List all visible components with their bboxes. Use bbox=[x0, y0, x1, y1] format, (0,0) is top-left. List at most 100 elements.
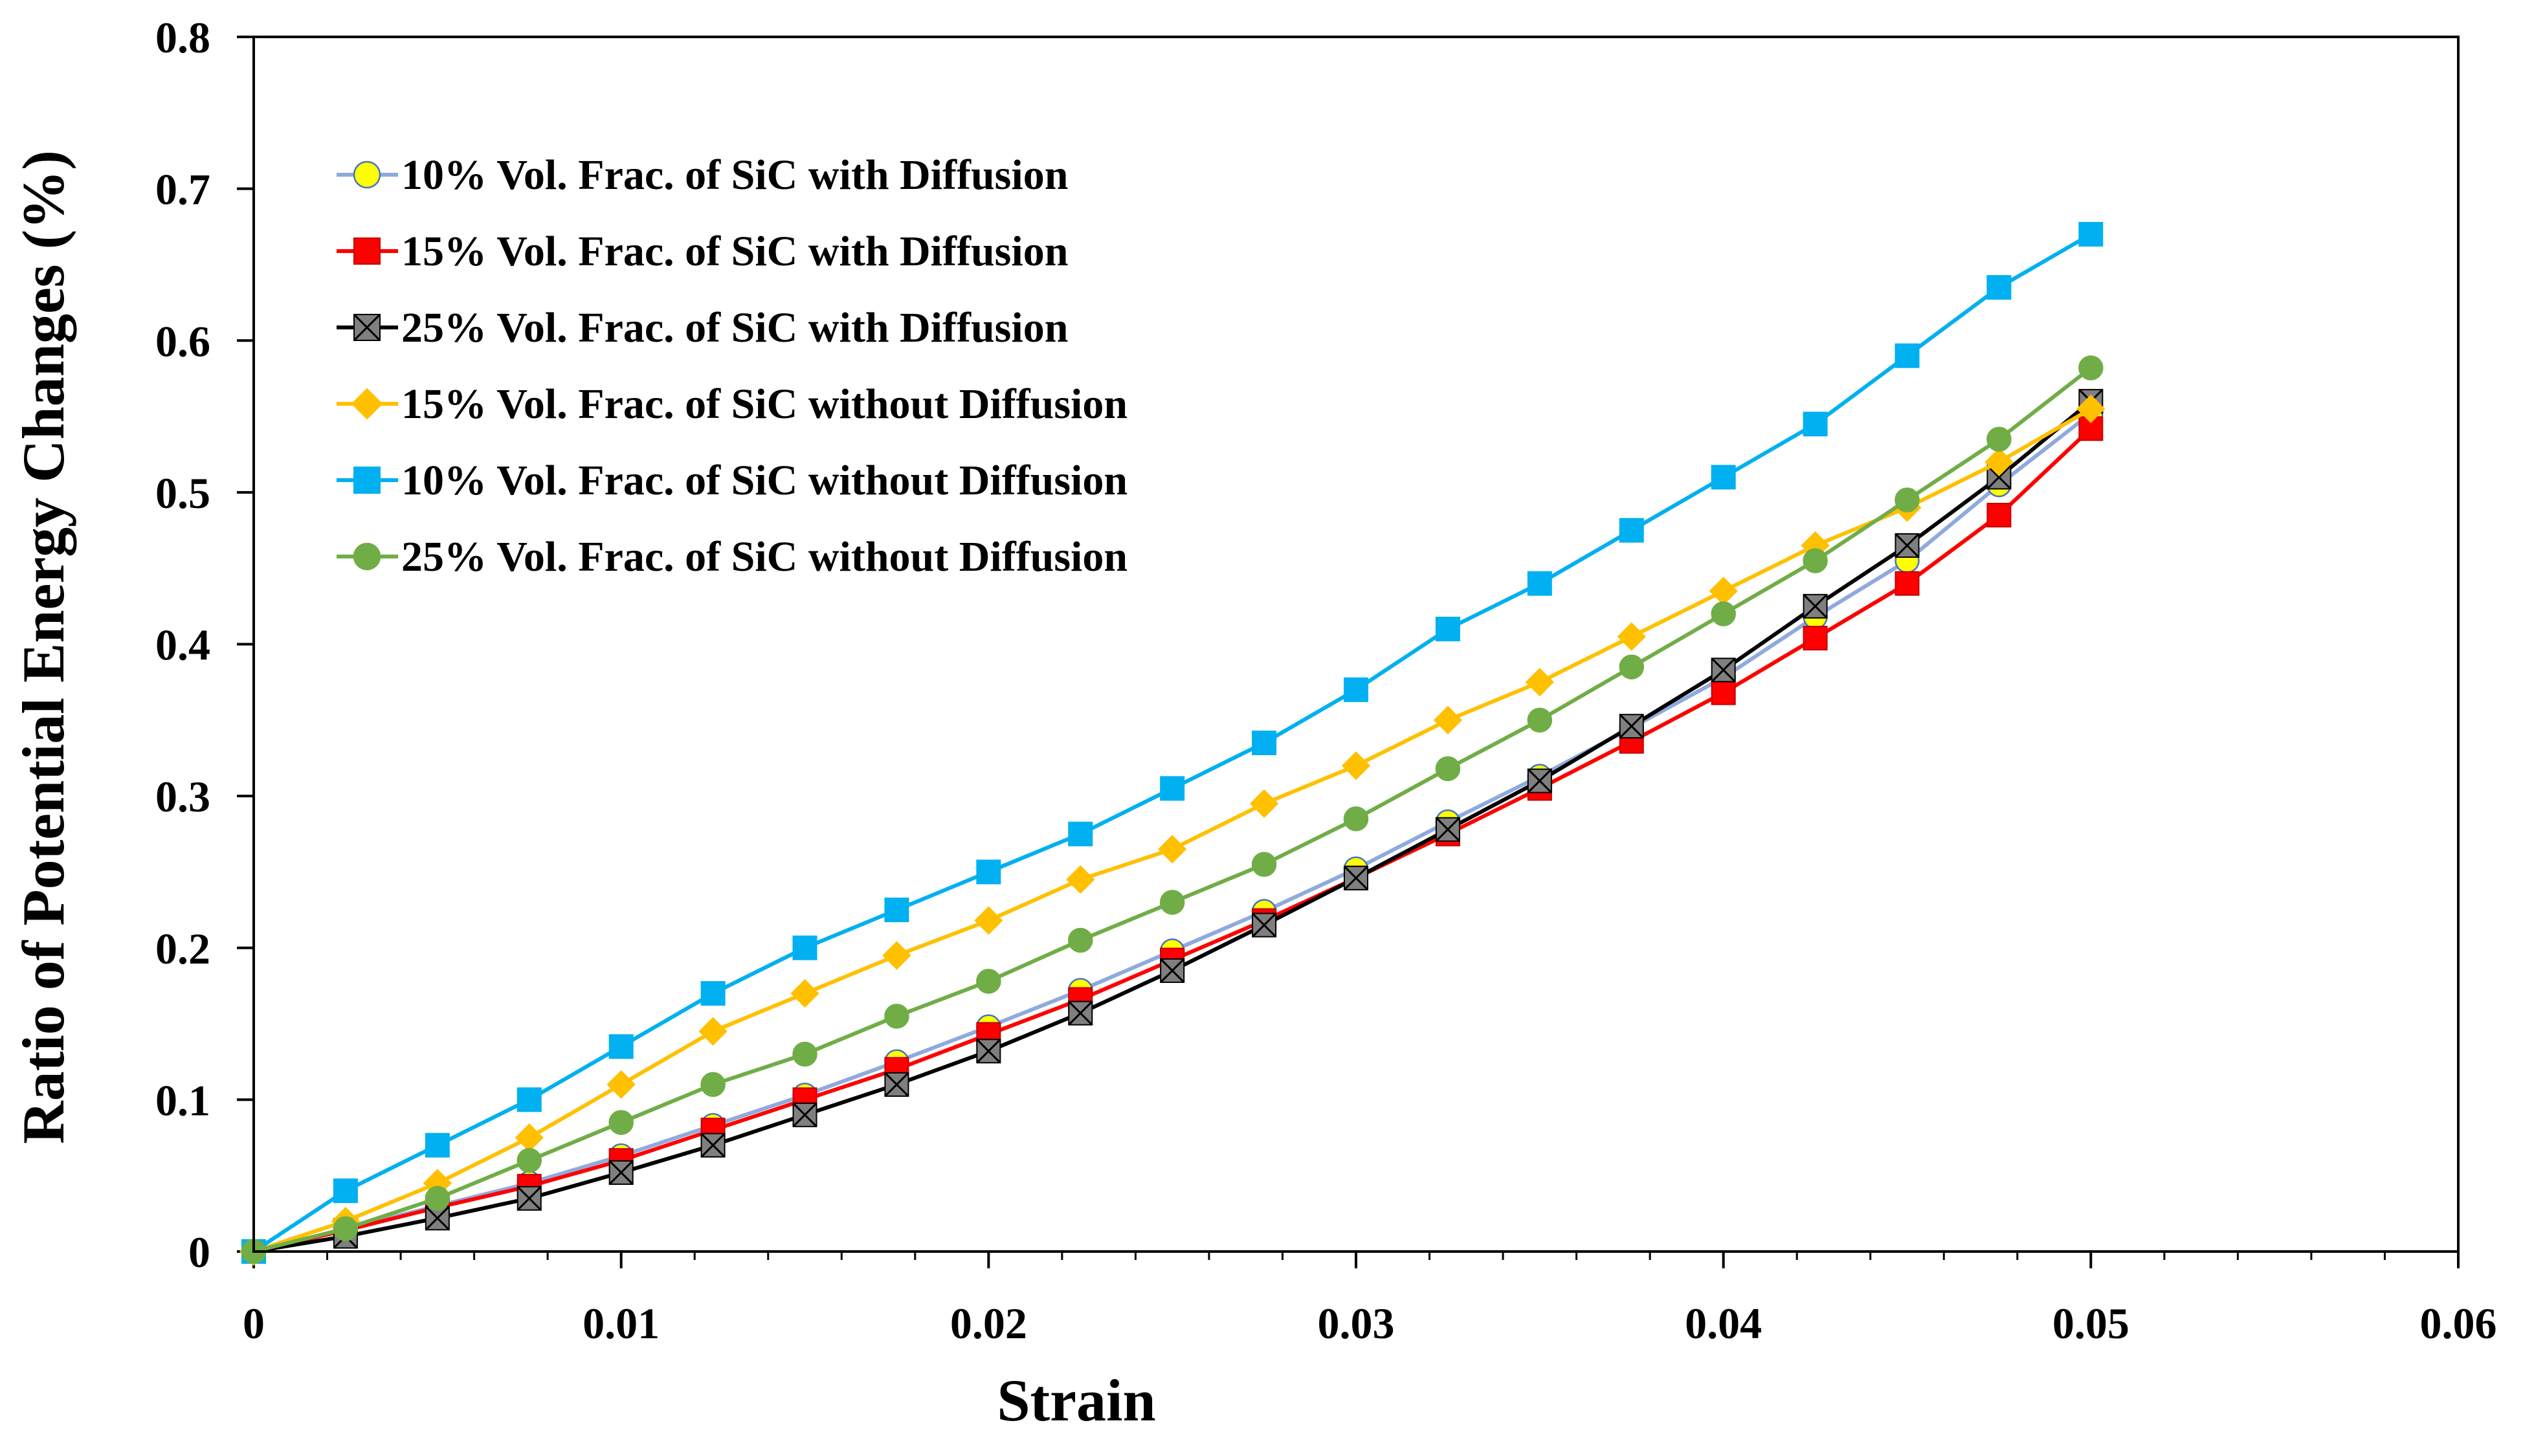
x-tick-label: 0.02 bbox=[950, 1299, 1027, 1348]
data-point bbox=[790, 979, 819, 1008]
legend-item: 15% Vol. Frac. of SiC without Diffusion bbox=[337, 381, 1128, 428]
data-point bbox=[515, 1123, 544, 1153]
legend-label: 25% Vol. Frac. of SiC without Diffusion bbox=[401, 533, 1128, 580]
data-point bbox=[2076, 394, 2106, 423]
x-axis-title: Strain bbox=[997, 1367, 1155, 1433]
legend-label: 10% Vol. Frac. of SiC without Diffusion bbox=[401, 457, 1128, 504]
data-point bbox=[1251, 852, 1277, 877]
data-point bbox=[974, 906, 1003, 935]
data-point bbox=[1617, 622, 1646, 651]
y-tick-label: 0.3 bbox=[155, 772, 210, 821]
data-point bbox=[1343, 865, 1369, 890]
x-tick-label: 0.04 bbox=[1685, 1299, 1762, 1348]
data-point bbox=[1711, 465, 1736, 490]
data-point bbox=[1068, 1000, 1093, 1026]
x-tick-label: 0.03 bbox=[1318, 1299, 1395, 1348]
y-tick-label: 0.4 bbox=[155, 621, 210, 670]
data-point bbox=[1160, 958, 1185, 984]
data-point bbox=[608, 1110, 634, 1135]
data-point bbox=[700, 981, 726, 1006]
legend-label: 15% Vol. Frac. of SiC with Diffusion bbox=[401, 228, 1068, 275]
legend-item: 10% Vol. Frac. of SiC with Diffusion bbox=[337, 151, 1068, 199]
x-tick-label: 0.06 bbox=[2420, 1299, 2497, 1348]
data-point bbox=[884, 898, 909, 923]
series-5 bbox=[241, 222, 2104, 1264]
data-point bbox=[1803, 412, 1828, 437]
y-tick-label: 0.6 bbox=[155, 316, 210, 366]
data-point bbox=[1341, 751, 1371, 780]
legend-marker bbox=[353, 237, 381, 265]
data-point bbox=[976, 969, 1001, 994]
y-tick-label: 0.1 bbox=[155, 1075, 210, 1125]
data-point bbox=[1525, 668, 1554, 697]
data-point bbox=[425, 1186, 450, 1211]
y-axis-title: Ratio of Potential Energy Changes (%) bbox=[10, 150, 76, 1144]
data-point bbox=[792, 935, 817, 960]
legend-label: 10% Vol. Frac. of SiC with Diffusion bbox=[401, 151, 1068, 199]
data-point bbox=[1527, 768, 1552, 793]
legend-item: 25% Vol. Frac. of SiC without Diffusion bbox=[337, 533, 1128, 580]
legend-marker bbox=[353, 542, 381, 571]
data-point bbox=[2078, 222, 2104, 247]
data-point bbox=[1160, 776, 1185, 801]
data-point bbox=[976, 859, 1001, 885]
data-point bbox=[1986, 426, 2012, 452]
data-point bbox=[2078, 355, 2104, 381]
data-point bbox=[608, 1034, 634, 1059]
data-point bbox=[1068, 821, 1093, 846]
data-point bbox=[1249, 789, 1279, 818]
data-point bbox=[882, 941, 911, 970]
legend-label: 15% Vol. Frac. of SiC without Diffusion bbox=[401, 381, 1128, 428]
legend-item: 15% Vol. Frac. of SiC with Diffusion bbox=[337, 228, 1068, 275]
data-point bbox=[1895, 487, 1920, 513]
data-point bbox=[1619, 518, 1644, 543]
data-point bbox=[1527, 571, 1552, 596]
plot-area-frame bbox=[252, 36, 2460, 1253]
data-point bbox=[1711, 601, 1736, 626]
data-point bbox=[1159, 890, 1185, 915]
data-point bbox=[700, 1072, 726, 1098]
data-point bbox=[884, 1072, 909, 1097]
data-point bbox=[1433, 705, 1463, 734]
legend-marker bbox=[353, 313, 381, 342]
data-point bbox=[1986, 503, 2012, 528]
data-point bbox=[792, 1041, 817, 1067]
data-point bbox=[333, 1178, 358, 1204]
legend: 10% Vol. Frac. of SiC with Diffusion 15% … bbox=[337, 151, 1128, 580]
data-point bbox=[1803, 548, 1828, 573]
data-point bbox=[1711, 680, 1736, 705]
data-point bbox=[1984, 447, 2014, 477]
data-point bbox=[608, 1160, 634, 1186]
data-point bbox=[1803, 626, 1828, 651]
data-point bbox=[606, 1070, 636, 1099]
data-point bbox=[1435, 756, 1461, 782]
legend-item: 25% Vol. Frac. of SiC with Diffusion bbox=[337, 304, 1068, 351]
x-tick-label: 0.05 bbox=[2052, 1299, 2129, 1348]
data-point bbox=[1527, 707, 1553, 733]
data-point bbox=[1895, 343, 1920, 368]
data-point bbox=[1711, 657, 1736, 683]
data-point bbox=[1986, 275, 2012, 300]
data-point bbox=[1252, 731, 1277, 756]
data-point bbox=[1066, 865, 1095, 894]
data-point bbox=[1619, 714, 1644, 739]
data-point bbox=[1895, 571, 1920, 596]
data-point bbox=[1344, 677, 1368, 702]
y-tick-label: 0 bbox=[188, 1228, 210, 1277]
legend-marker bbox=[353, 160, 381, 189]
data-point bbox=[1709, 577, 1738, 606]
data-point bbox=[1803, 593, 1828, 619]
data-point bbox=[1619, 654, 1644, 679]
data-point bbox=[698, 1017, 728, 1046]
data-point bbox=[1252, 912, 1277, 938]
data-point bbox=[517, 1186, 542, 1211]
data-point bbox=[700, 1132, 726, 1158]
data-point bbox=[333, 1216, 359, 1242]
data-point bbox=[517, 1147, 542, 1173]
data-point bbox=[1343, 806, 1369, 832]
data-point bbox=[517, 1087, 542, 1112]
x-tick-label: 0.01 bbox=[583, 1299, 660, 1348]
data-point bbox=[976, 1039, 1001, 1064]
data-point bbox=[792, 1102, 817, 1127]
y-tick-label: 0.7 bbox=[155, 165, 210, 214]
